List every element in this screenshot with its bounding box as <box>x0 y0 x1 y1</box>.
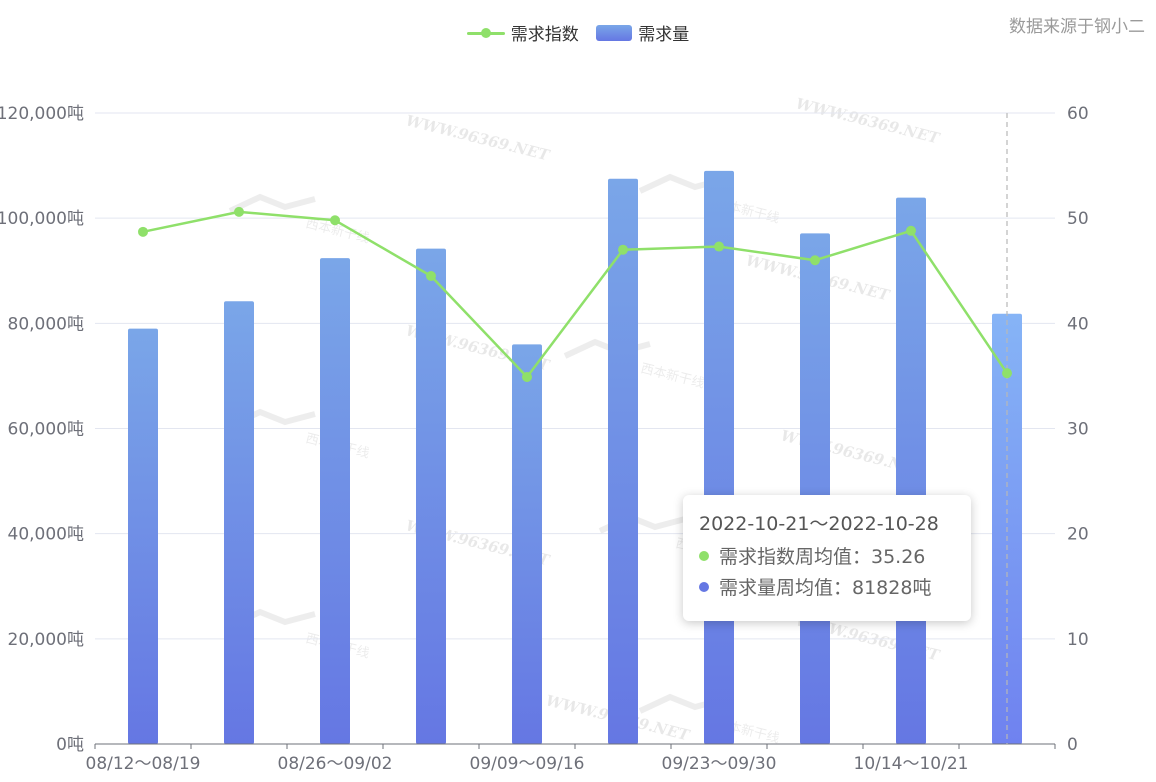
line-point-demand-index <box>810 255 820 266</box>
watermark-logo-icon <box>228 193 316 214</box>
tooltip-row-index: 需求指数周均值：35.26 <box>699 542 955 569</box>
y-left-tick-label: 80,000吨 <box>8 314 84 334</box>
y-right-tick-label: 10 <box>1067 630 1089 650</box>
line-point-demand-index <box>330 215 340 226</box>
watermark-text: WWW.96369.NET <box>794 94 943 148</box>
y-left-tick-label: 40,000吨 <box>8 525 84 545</box>
x-tick-label: 09/23～09/30 <box>662 754 777 774</box>
legend-line-swatch-icon <box>466 25 505 41</box>
bar-demand-volume <box>416 248 446 745</box>
legend-bar-swatch-icon <box>596 24 633 41</box>
tooltip-value-index: 需求指数周均值：35.26 <box>719 546 926 568</box>
y-left-tick-label: 100,000吨 <box>0 209 84 229</box>
line-point-demand-index <box>618 244 628 255</box>
legend-item-index[interactable]: 需求指数 <box>466 20 579 45</box>
source-note: 数据来源于钢小二 <box>1009 17 1145 37</box>
legend-label-volume: 需求量 <box>638 25 690 45</box>
bar-demand-volume <box>800 233 830 744</box>
legend-label-index: 需求指数 <box>510 25 579 45</box>
x-tick-label: 09/09～09/16 <box>470 754 585 774</box>
legend: 需求指数 需求量 <box>0 20 1156 46</box>
tooltip-value-volume: 需求量周均值：81828吨 <box>719 577 932 599</box>
bar-demand-volume <box>896 197 926 744</box>
y-right-tick-label: 60 <box>1067 104 1089 124</box>
legend-item-volume[interactable]: 需求量 <box>596 20 689 45</box>
bar-demand-volume <box>608 178 638 744</box>
x-tick-label: 08/26～09/02 <box>278 754 393 774</box>
line-demand-index <box>142 210 1009 379</box>
tooltip-title: 2022-10-21～2022-10-28 <box>699 513 939 535</box>
tooltip-row-volume: 需求量周均值：81828吨 <box>699 573 955 600</box>
line-point-demand-index <box>906 225 916 236</box>
tooltip: 2022-10-21～2022-10-28 需求指数周均值：35.26 需求量周… <box>683 495 971 621</box>
y-left-tick-label: 20,000吨 <box>8 630 84 650</box>
y-right-tick-label: 20 <box>1067 525 1089 545</box>
bar-demand-volume <box>320 258 350 744</box>
watermark-text: WWW.96369.NET <box>404 111 553 165</box>
y-left-tick-label: 60,000吨 <box>8 420 84 440</box>
x-tick-label: 10/14～10/21 <box>854 754 969 774</box>
bar-demand-volume <box>512 344 542 744</box>
y-right-tick-label: 30 <box>1067 420 1089 440</box>
line-series <box>138 206 1012 382</box>
line-point-demand-index <box>714 241 724 252</box>
line-point-demand-index <box>1002 368 1012 379</box>
y-right-tick-label: 40 <box>1067 314 1089 334</box>
tooltip-dot-icon <box>699 550 709 561</box>
y-left-tick-label: 120,000吨 <box>0 104 84 124</box>
axis-labels: 0吨 20,000吨 40,000吨 60,000吨 80,000吨 100,000吨 12… <box>0 104 1089 774</box>
bar-demand-volume <box>224 301 254 744</box>
y-right-tick-label: 50 <box>1067 209 1089 229</box>
axes <box>94 743 1056 749</box>
bar-demand-volume <box>128 328 158 744</box>
line-point-demand-index <box>522 371 532 382</box>
line-point-demand-index <box>234 206 244 217</box>
y-left-tick-label: 0吨 <box>56 735 84 755</box>
bar-demand-volume <box>704 170 734 744</box>
watermark-logo-text: 西本新干线 <box>639 360 706 391</box>
y-right-tick-label: 0 <box>1067 735 1078 755</box>
line-point-demand-index <box>426 271 436 282</box>
x-tick-label: 08/12～08/19 <box>86 754 201 774</box>
line-point-demand-index <box>138 226 148 237</box>
tooltip-dot-icon <box>699 581 709 592</box>
